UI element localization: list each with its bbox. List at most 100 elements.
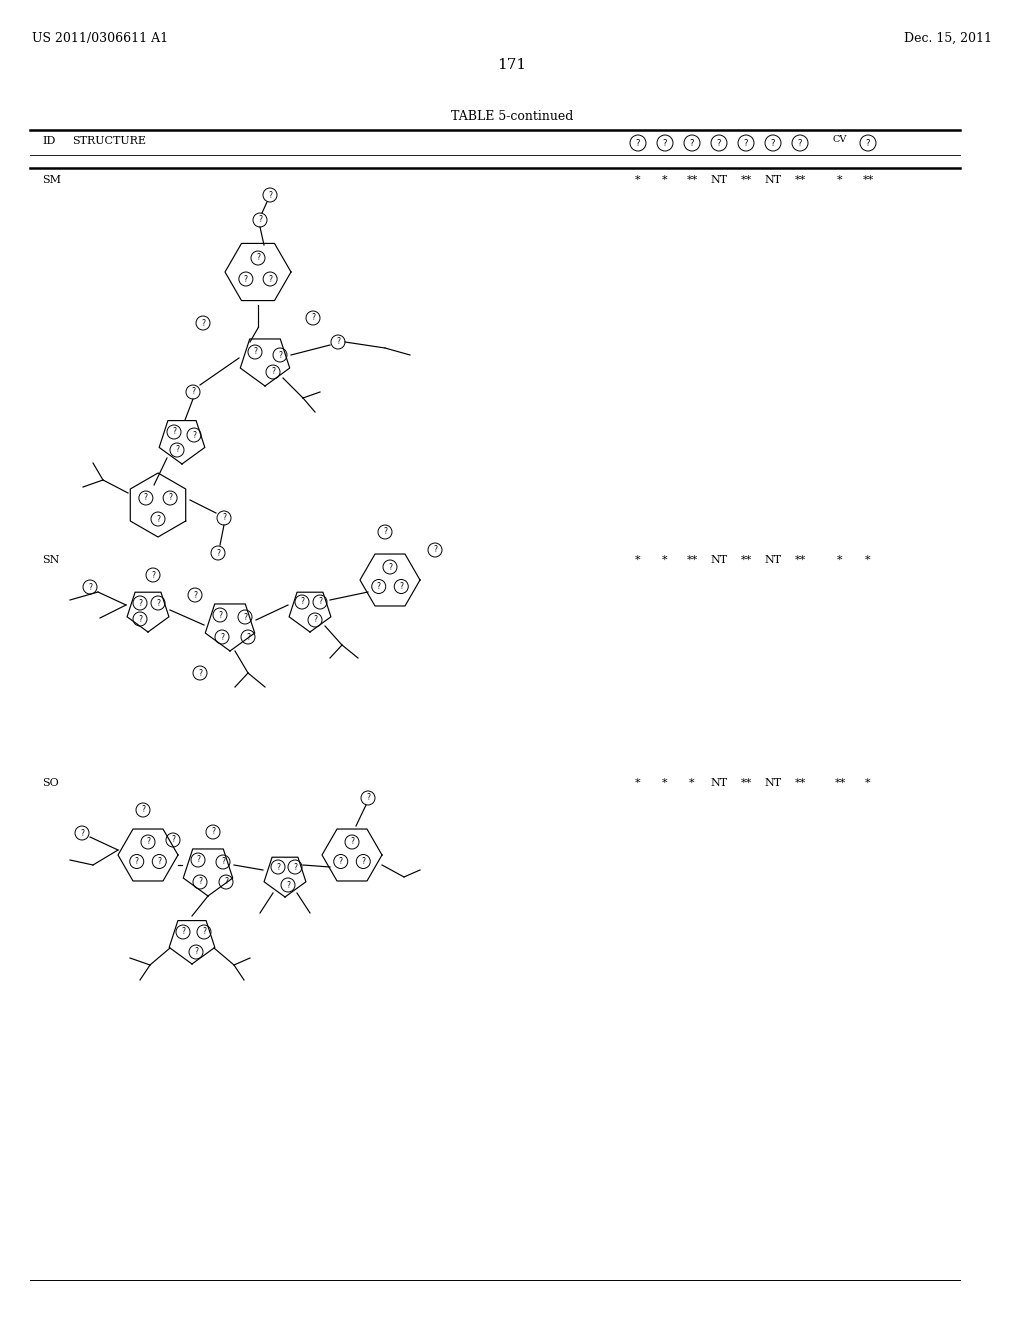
- Text: *: *: [635, 554, 641, 565]
- Text: ?: ?: [146, 837, 150, 846]
- Text: ?: ?: [388, 562, 392, 572]
- Text: ?: ?: [201, 318, 205, 327]
- Text: ?: ?: [222, 513, 226, 523]
- Text: *: *: [663, 777, 668, 788]
- Text: ?: ?: [88, 582, 92, 591]
- Text: NT: NT: [711, 554, 728, 565]
- Text: *: *: [838, 176, 843, 185]
- Text: *: *: [663, 554, 668, 565]
- Text: **: **: [862, 176, 873, 185]
- Text: ?: ?: [144, 494, 147, 503]
- Text: ?: ?: [175, 446, 179, 454]
- Text: ?: ?: [399, 582, 403, 591]
- Text: ?: ?: [156, 598, 160, 607]
- Text: ?: ?: [141, 805, 145, 814]
- Text: **: **: [740, 176, 752, 185]
- Text: *: *: [865, 554, 870, 565]
- Text: ?: ?: [276, 862, 280, 871]
- Text: ?: ?: [258, 215, 262, 224]
- Text: ?: ?: [196, 855, 200, 865]
- Text: ?: ?: [171, 836, 175, 845]
- Text: ?: ?: [663, 139, 668, 148]
- Text: ?: ?: [198, 668, 202, 677]
- Text: SO: SO: [42, 777, 58, 788]
- Text: NT: NT: [765, 554, 781, 565]
- Text: **: **: [795, 554, 806, 565]
- Text: ?: ?: [771, 139, 775, 148]
- Text: *: *: [635, 176, 641, 185]
- Text: ?: ?: [286, 880, 290, 890]
- Text: ?: ?: [253, 347, 257, 356]
- Text: ?: ?: [216, 549, 220, 557]
- Text: ?: ?: [218, 610, 222, 619]
- Text: US 2011/0306611 A1: US 2011/0306611 A1: [32, 32, 168, 45]
- Text: NT: NT: [711, 176, 728, 185]
- Text: ?: ?: [350, 837, 354, 846]
- Text: ?: ?: [865, 139, 870, 148]
- Text: ?: ?: [311, 314, 315, 322]
- Text: ?: ?: [268, 275, 272, 284]
- Text: ?: ?: [194, 948, 198, 957]
- Text: SM: SM: [42, 176, 61, 185]
- Text: ?: ?: [243, 612, 247, 622]
- Text: ?: ?: [636, 139, 640, 148]
- Text: ?: ?: [138, 615, 142, 623]
- Text: ?: ?: [244, 275, 248, 284]
- Text: **: **: [686, 554, 697, 565]
- Text: ?: ?: [313, 615, 317, 624]
- Text: ?: ?: [256, 253, 260, 263]
- Text: **: **: [795, 176, 806, 185]
- Text: ?: ?: [211, 828, 215, 837]
- Text: ?: ?: [293, 862, 297, 871]
- Text: ?: ?: [191, 388, 195, 396]
- Text: ?: ?: [138, 598, 142, 607]
- Text: ?: ?: [156, 515, 160, 524]
- Text: ?: ?: [743, 139, 749, 148]
- Text: ?: ?: [246, 632, 250, 642]
- Text: SN: SN: [42, 554, 59, 565]
- Text: ?: ?: [278, 351, 282, 359]
- Text: ?: ?: [300, 598, 304, 606]
- Text: ?: ?: [181, 928, 185, 936]
- Text: ?: ?: [366, 793, 370, 803]
- Text: **: **: [740, 777, 752, 788]
- Text: ?: ?: [198, 878, 202, 887]
- Text: CV: CV: [833, 136, 847, 144]
- Text: ?: ?: [135, 857, 138, 866]
- Text: ?: ?: [193, 590, 197, 599]
- Text: NT: NT: [765, 777, 781, 788]
- Text: ?: ?: [339, 857, 343, 866]
- Text: ?: ?: [80, 829, 84, 837]
- Text: ?: ?: [172, 428, 176, 437]
- Text: ?: ?: [151, 570, 155, 579]
- Text: *: *: [865, 777, 870, 788]
- Text: ?: ?: [193, 430, 196, 440]
- Text: ?: ?: [271, 367, 275, 376]
- Text: 171: 171: [498, 58, 526, 73]
- Text: ?: ?: [158, 857, 161, 866]
- Text: ?: ?: [336, 338, 340, 346]
- Text: TABLE 5-continued: TABLE 5-continued: [451, 110, 573, 123]
- Text: Dec. 15, 2011: Dec. 15, 2011: [904, 32, 992, 45]
- Text: ?: ?: [268, 190, 272, 199]
- Text: ?: ?: [202, 928, 206, 936]
- Text: **: **: [795, 777, 806, 788]
- Text: ?: ?: [383, 528, 387, 536]
- Text: *: *: [635, 777, 641, 788]
- Text: **: **: [686, 176, 697, 185]
- Text: **: **: [835, 777, 846, 788]
- Text: *: *: [838, 554, 843, 565]
- Text: **: **: [740, 554, 752, 565]
- Text: ?: ?: [220, 632, 224, 642]
- Text: ?: ?: [717, 139, 721, 148]
- Text: *: *: [663, 176, 668, 185]
- Text: NT: NT: [711, 777, 728, 788]
- Text: ?: ?: [361, 857, 366, 866]
- Text: ?: ?: [221, 858, 225, 866]
- Text: ?: ?: [433, 545, 437, 554]
- Text: NT: NT: [765, 176, 781, 185]
- Text: ?: ?: [318, 598, 322, 606]
- Text: *: *: [689, 777, 695, 788]
- Text: ?: ?: [798, 139, 802, 148]
- Text: ?: ?: [690, 139, 694, 148]
